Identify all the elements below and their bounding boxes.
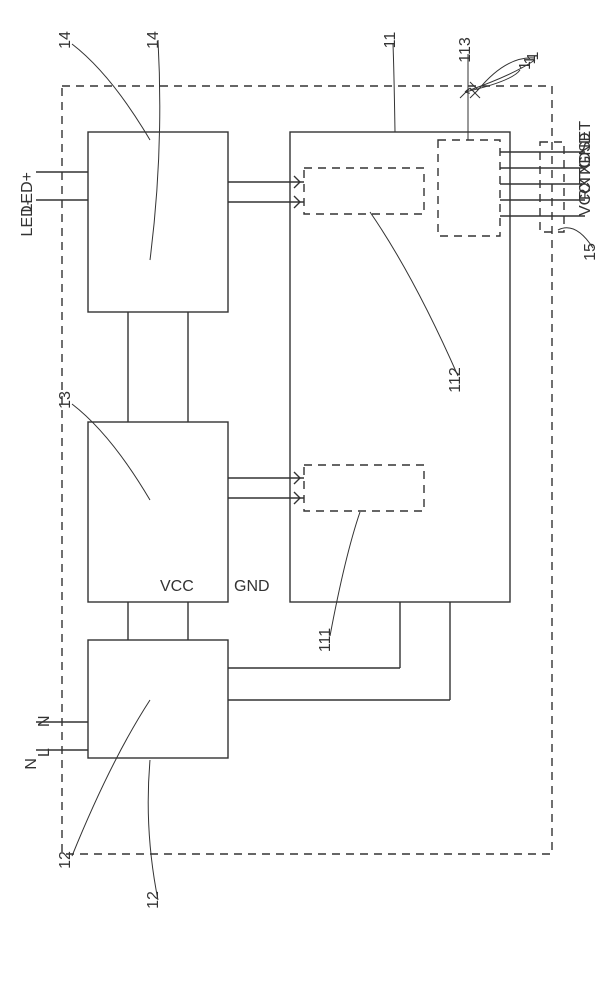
svg-text:111: 111 [317, 628, 334, 652]
svg-text:1: 1 [525, 51, 542, 60]
label-L: L [36, 748, 54, 757]
svg-text:14: 14 [57, 31, 74, 49]
svg-text:14: 14 [145, 31, 162, 49]
label-N: N [36, 715, 54, 727]
svg-text:11: 11 [382, 32, 399, 49]
svg-text:13: 13 [57, 391, 74, 409]
svg-text:N: N [23, 758, 40, 770]
label-VCC: VCC [160, 578, 194, 596]
svg-text:113: 113 [457, 37, 474, 63]
svg-text:VCC: VCC [577, 182, 594, 216]
svg-text:12: 12 [57, 851, 74, 869]
svg-text:15: 15 [582, 243, 599, 261]
label-GND: GND [234, 578, 270, 596]
svg-text:LED-: LED- [19, 200, 36, 236]
svg-text:12: 12 [145, 891, 162, 909]
